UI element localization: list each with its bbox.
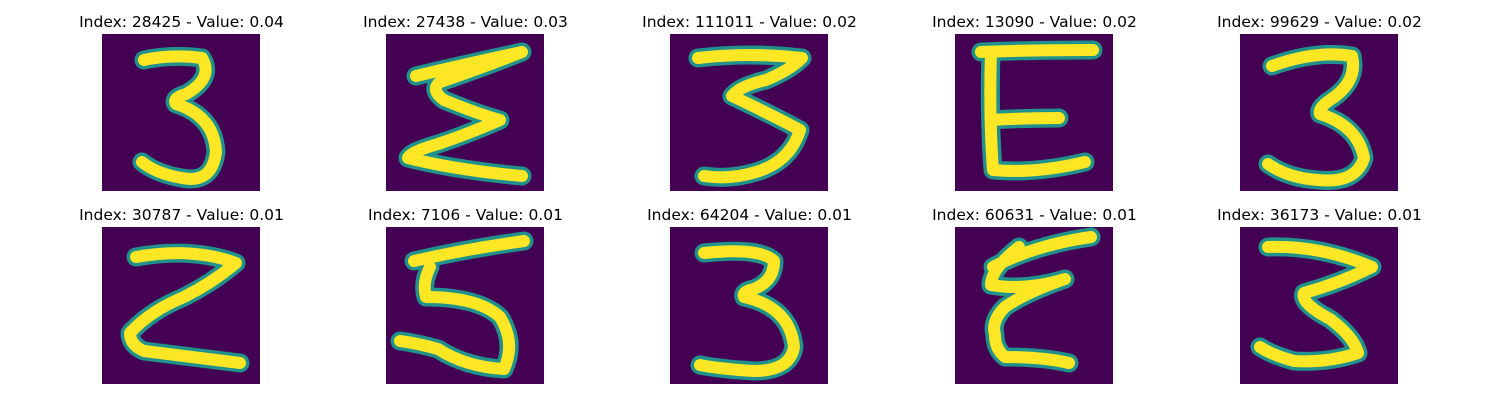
digit-image	[386, 34, 544, 191]
panel: Index: 30787 - Value: 0.01	[39, 205, 324, 385]
panel: Index: 28425 - Value: 0.04	[39, 12, 324, 192]
panel: Index: 7106 - Value: 0.01	[323, 205, 608, 385]
panel-title: Index: 111011 - Value: 0.02	[642, 13, 857, 31]
digit-image	[670, 34, 828, 191]
panel-title: Index: 27438 - Value: 0.03	[363, 13, 568, 31]
glyph-stroke	[975, 44, 1099, 177]
glyph-stroke	[1262, 48, 1370, 187]
glyph-stroke	[124, 247, 246, 369]
glyph-stroke	[694, 245, 800, 377]
digit-image	[955, 227, 1113, 384]
panel-title: Index: 60631 - Value: 0.01	[932, 206, 1137, 224]
digit-image	[102, 34, 260, 191]
glyph-stroke	[394, 235, 530, 375]
panel-title: Index: 64204 - Value: 0.01	[647, 206, 852, 224]
panel: Index: 13090 - Value: 0.02	[892, 12, 1177, 192]
panel-title: Index: 99629 - Value: 0.02	[1217, 13, 1422, 31]
digit-image	[102, 227, 260, 384]
digit-image	[955, 34, 1113, 191]
panel-title: Index: 13090 - Value: 0.02	[932, 13, 1137, 31]
panel-title: Index: 36173 - Value: 0.01	[1217, 206, 1422, 224]
panel-title: Index: 7106 - Value: 0.01	[368, 206, 563, 224]
glyph-stroke	[985, 231, 1097, 369]
panel: Index: 27438 - Value: 0.03	[323, 12, 608, 192]
panel: Index: 36173 - Value: 0.01	[1177, 205, 1462, 385]
panel: Index: 99629 - Value: 0.02	[1177, 12, 1462, 192]
digit-image	[386, 227, 544, 384]
panel: Index: 64204 - Value: 0.01	[607, 205, 892, 385]
glyph-stroke	[692, 49, 808, 184]
digit-image	[670, 227, 828, 384]
glyph-stroke	[1254, 240, 1378, 368]
panel-title: Index: 28425 - Value: 0.04	[79, 13, 284, 31]
panel-title: Index: 30787 - Value: 0.01	[79, 206, 284, 224]
glyph-stroke	[136, 50, 222, 185]
glyph-stroke	[402, 46, 528, 182]
digit-image	[1240, 227, 1398, 384]
digit-image	[1240, 34, 1398, 191]
panel: Index: 111011 - Value: 0.02	[607, 12, 892, 192]
panel: Index: 60631 - Value: 0.01	[892, 205, 1177, 385]
